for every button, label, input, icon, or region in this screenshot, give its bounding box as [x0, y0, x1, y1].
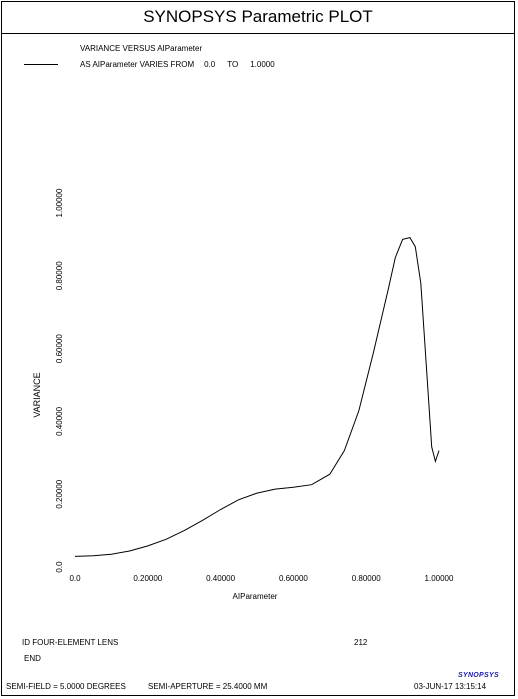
window-title: SYNOPSYS Parametric PLOT — [1, 1, 515, 34]
x-tick-label: 0.40000 — [206, 574, 235, 583]
x-tick-label: 0.60000 — [279, 574, 308, 583]
y-tick-label: 0.20000 — [55, 479, 64, 508]
series-line — [74, 237, 440, 557]
timestamp: 03-JUN-17 13:15:14 — [414, 682, 487, 691]
y-tick-label: 0.80000 — [55, 261, 64, 290]
x-tick-label: 0.80000 — [352, 574, 381, 583]
synopsys-logo: SYNOPSYS — [458, 672, 499, 679]
y-axis-label: VARIANCE — [32, 372, 42, 417]
end-label: END — [24, 654, 41, 663]
legend-to-word: TO — [227, 60, 239, 69]
y-tick-label: 0.60000 — [55, 334, 64, 363]
semi-aperture-label: SEMI-APERTURE = 25.4000 MM — [148, 682, 268, 691]
x-axis-label: AIParameter — [233, 592, 278, 601]
y-tick-label: 1.00000 — [55, 188, 64, 217]
y-tick-label: 0.40000 — [55, 406, 64, 435]
lens-id-label: ID FOUR-ELEMENT LENS — [22, 638, 119, 647]
legend-range: AS AIParameter VARIES FROM 0.0 TO 1.0000 — [80, 60, 275, 69]
legend-from-value: 0.0 — [204, 60, 216, 69]
semi-field-label: SEMI-FIELD = 5.0000 DEGREES — [6, 682, 126, 691]
lens-id-number: 212 — [354, 638, 368, 647]
x-tick-label: 0.0 — [69, 574, 81, 583]
legend-to-value: 1.0000 — [250, 60, 275, 69]
legend-title: VARIANCE VERSUS AIParameter — [80, 44, 203, 53]
legend-line-swatch — [24, 64, 58, 65]
x-tick-label: 0.20000 — [133, 574, 162, 583]
x-tick-label: 1.00000 — [425, 574, 454, 583]
legend-range-prefix: AS AIParameter VARIES FROM — [80, 60, 195, 69]
y-tick-label: 0.0 — [55, 561, 64, 573]
